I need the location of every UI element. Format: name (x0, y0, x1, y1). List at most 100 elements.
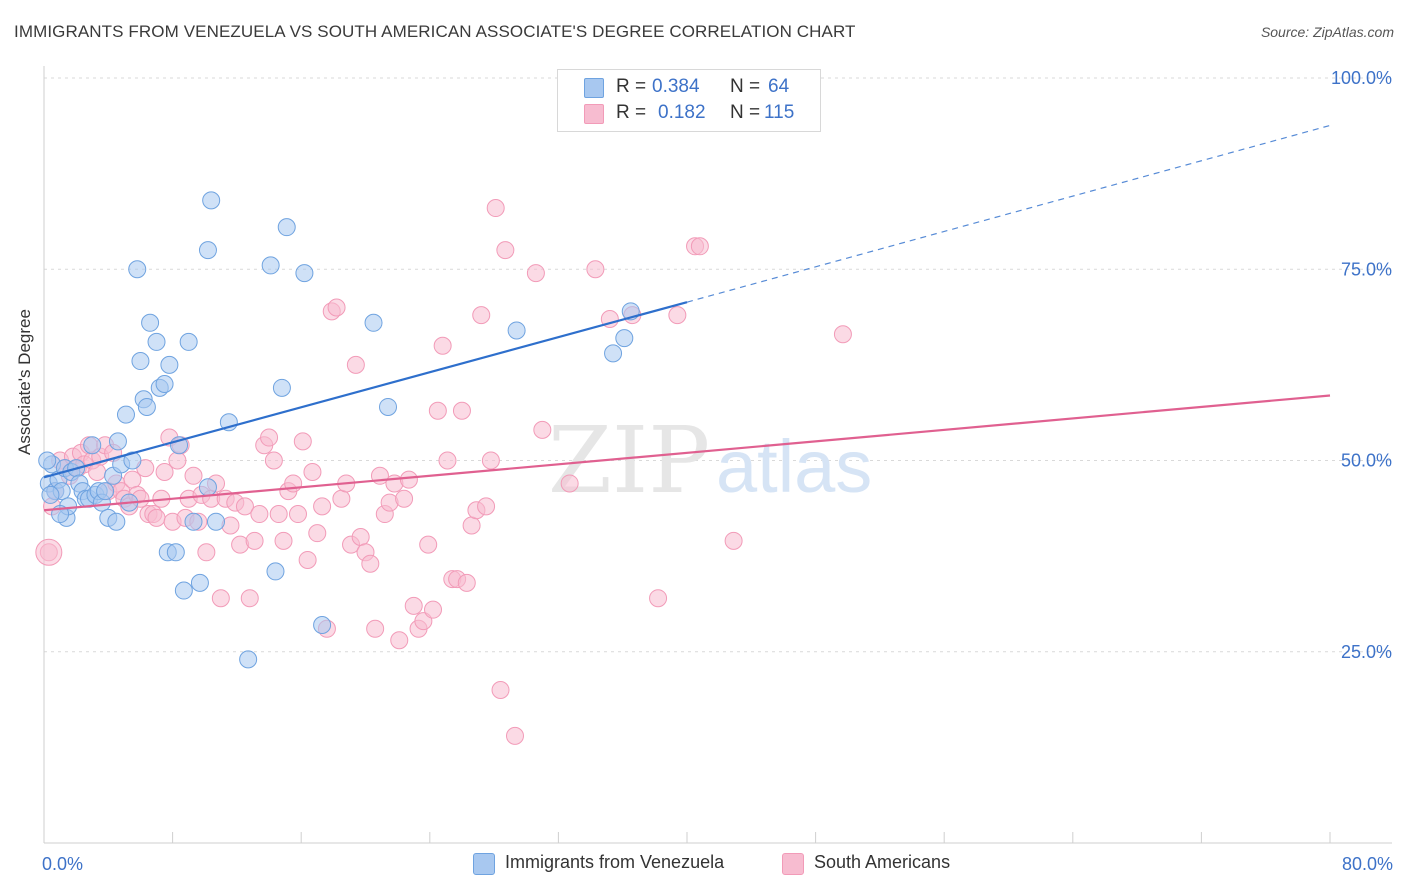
data-point-south-americans (438, 451, 457, 470)
legend-r-label: R = (616, 102, 647, 123)
data-point-south-americans (351, 528, 370, 546)
data-point-south-americans (303, 462, 322, 481)
data-point-venezuela (141, 313, 160, 332)
data-point-venezuela (155, 375, 174, 393)
series-venezuela (38, 191, 640, 669)
legend-r-value: 0.384 (652, 76, 700, 97)
data-point-venezuela (364, 313, 383, 332)
data-point-south-americans (274, 531, 293, 550)
data-point-venezuela (160, 355, 179, 374)
data-point-south-americans (313, 497, 332, 516)
data-point-south-americans (668, 306, 687, 325)
data-point-venezuela (261, 256, 280, 275)
data-point-venezuela (116, 405, 135, 424)
legend-n-value: 115 (764, 102, 795, 123)
data-point-south-americans (395, 489, 414, 508)
data-point-south-americans (505, 726, 524, 745)
trend-lines (43, 124, 1331, 512)
legend-n-value: 64 (768, 76, 790, 97)
data-point-venezuela (147, 332, 166, 351)
data-point-south-americans (168, 451, 187, 470)
data-point-venezuela (38, 451, 57, 470)
data-point-south-americans (428, 401, 447, 420)
bottom-legend-swatch-venezuela (473, 853, 495, 875)
data-point-south-americans (433, 336, 452, 355)
data-point-venezuela (198, 241, 217, 260)
data-point-south-americans (477, 497, 496, 516)
data-point-south-americans (147, 508, 166, 527)
data-point-venezuela (207, 512, 226, 531)
data-point-south-americans (424, 600, 443, 619)
data-point-venezuela (131, 352, 150, 371)
data-point-south-americans (472, 306, 491, 325)
data-point-south-americans (481, 451, 500, 470)
data-point-south-americans (724, 531, 743, 550)
data-point-south-americans (184, 466, 203, 485)
y-tick-label: 100.0% (1331, 68, 1392, 88)
data-point-south-americans (264, 451, 283, 470)
data-point-venezuela (108, 432, 127, 451)
data-point-venezuela (379, 397, 398, 416)
data-point-south-americans (235, 497, 254, 516)
data-point-venezuela (272, 378, 291, 397)
data-point-south-americans (404, 596, 423, 615)
data-point-south-americans (586, 260, 605, 279)
y-axis-label: Associate's Degree (15, 309, 34, 455)
data-point-south-americans (486, 199, 505, 218)
data-point-south-americans (833, 325, 852, 344)
bottom-legend-swatch-south-americans (782, 853, 804, 875)
data-point-venezuela (137, 397, 156, 416)
data-point-south-americans (240, 589, 259, 608)
trend-line-venezuela (43, 301, 688, 479)
trend-line-venezuela-extension (686, 124, 1331, 303)
data-point-venezuela (604, 344, 623, 363)
data-point-south-americans (414, 612, 433, 631)
legend-n-label: N = (730, 102, 761, 123)
data-point-south-americans (298, 550, 317, 569)
data-point-venezuela (179, 332, 198, 351)
y-tick-label: 25.0% (1341, 642, 1392, 662)
data-point-south-americans (526, 264, 545, 283)
data-point-south-americans (560, 474, 579, 493)
data-point-south-americans (308, 524, 327, 543)
legend-r-label: R = (616, 76, 647, 97)
data-point-south-americans (88, 462, 107, 481)
data-point-venezuela (295, 264, 314, 283)
data-point-south-americans (245, 531, 264, 550)
data-point-south-americans (288, 505, 307, 524)
data-point-south-americans (649, 589, 668, 608)
data-point-venezuela (198, 478, 217, 497)
data-point-venezuela (41, 485, 60, 504)
data-point-south-americans (250, 505, 269, 524)
data-point-south-americans (690, 237, 709, 256)
data-point-south-americans (361, 554, 380, 573)
data-point-south-americans (155, 462, 174, 481)
trend-line-south-americans (43, 394, 1331, 512)
data-point-venezuela (107, 512, 126, 531)
legend-swatch-venezuela (584, 78, 604, 98)
data-point-venezuela (83, 436, 102, 455)
data-point-venezuela (96, 482, 115, 501)
y-tick-label: 50.0% (1341, 451, 1392, 471)
data-point-venezuela (266, 562, 285, 581)
data-point-south-americans (491, 681, 510, 699)
bottom-legend-label: Immigrants from Venezuela (505, 852, 725, 872)
data-point-south-americans (269, 505, 288, 524)
data-point-venezuela (190, 573, 209, 592)
data-point-venezuela (615, 329, 634, 348)
data-point-venezuela (313, 615, 332, 634)
x-tick-label: 0.0% (42, 854, 83, 874)
data-point-venezuela (277, 218, 296, 237)
legend-swatch-south-americans (584, 104, 604, 124)
data-point-south-americans (332, 489, 351, 508)
data-point-south-americans (197, 543, 216, 562)
data-point-venezuela (166, 543, 185, 562)
data-point-south-americans (260, 428, 279, 447)
data-point-south-americans (533, 420, 552, 439)
data-point-south-americans (390, 631, 409, 650)
data-point-south-americans (346, 355, 365, 374)
data-point-south-americans (462, 516, 481, 535)
legend: R = 0.384 N = 64 R = 0.182 N = 115 (557, 69, 821, 132)
data-point-south-americans (366, 619, 385, 638)
